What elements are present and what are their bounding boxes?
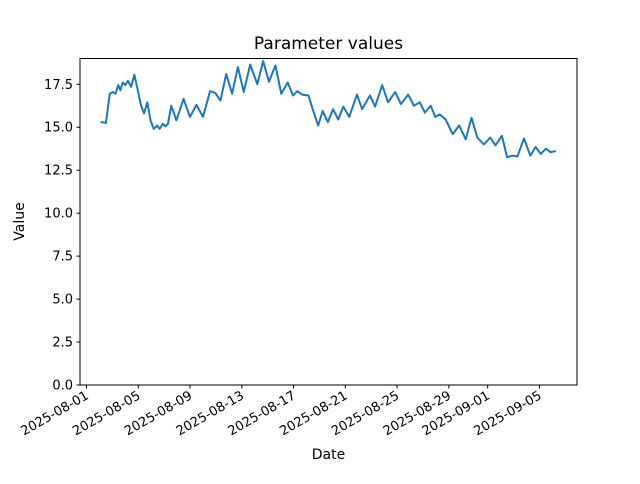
x-axis-label: Date (312, 447, 345, 463)
y-axis-label: Value (12, 202, 28, 240)
x-axis-ticks: 2025-08-012025-08-052025-08-092025-08-13… (19, 385, 544, 439)
y-tick-label: 0.0 (52, 379, 73, 394)
y-tick-label: 12.5 (44, 164, 73, 179)
y-tick-label: 10.0 (44, 207, 73, 222)
y-tick-label: 5.0 (52, 293, 73, 308)
y-tick-label: 2.5 (52, 336, 73, 351)
chart-title: Parameter values (254, 34, 403, 54)
series-line (100, 60, 556, 159)
y-tick-label: 7.5 (52, 250, 73, 265)
plot-area (80, 58, 577, 385)
y-tick-label: 15.0 (44, 121, 73, 136)
y-axis-ticks: 0.0 2.5 5.0 7.5 10.0 12.5 15.0 17.5 (44, 78, 80, 394)
y-tick-label: 17.5 (44, 78, 73, 93)
axes-spines (79, 58, 578, 386)
